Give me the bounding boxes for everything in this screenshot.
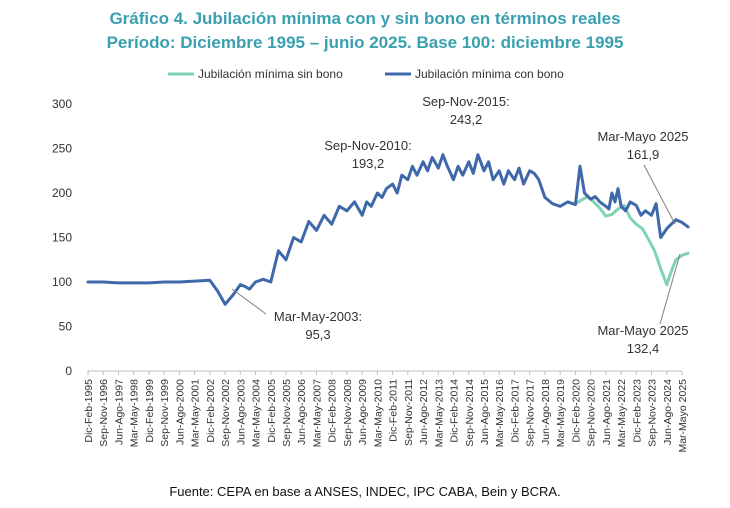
chart-subtitle: Período: Diciembre 1995 – junio 2025. Ba… (106, 33, 624, 52)
x-tick-label: Jun-Ago-2021 (601, 379, 613, 445)
x-tick-label: Dic-Feb-2014 (449, 379, 461, 443)
x-tick-label: Mar-May-2013 (433, 379, 445, 447)
y-tick-label: 0 (65, 364, 72, 378)
x-tick-label: Dic-Feb-2020 (570, 379, 582, 443)
x-tick-label: Dic-Feb-2011 (388, 379, 400, 442)
x-tick-label: Jun-Ago-1997 (113, 379, 125, 445)
x-tick-label: Jun-Ago-2018 (540, 379, 552, 445)
annotation-label: Mar-Mayo 2025 (597, 129, 688, 144)
y-tick-label: 200 (52, 186, 72, 200)
x-tick-label: Dic-Feb-2008 (327, 379, 339, 443)
x-tick-label: Sep-Nov-2014 (464, 379, 476, 447)
y-axis: 0 50 100 150 200 250 300 (52, 97, 72, 378)
series-line-sin-bono (573, 195, 690, 287)
annotation-leader (231, 288, 267, 315)
x-tick-label: Sep-Nov-2020 (586, 379, 598, 447)
x-tick-label: Mar-May-2007 (311, 379, 323, 447)
x-tick-label: Mar-Mayo 2025 (677, 379, 689, 453)
x-tick-label: Jun-Ago-2003 (235, 379, 247, 445)
x-tick-label: Sep-Nov-2008 (342, 379, 354, 447)
x-tick-label: Mar-May-2019 (555, 379, 567, 447)
y-tick-label: 50 (59, 320, 73, 334)
x-tick-label: Mar-May-2016 (494, 379, 506, 447)
annotations: Sep-Nov-2010: 193,2 Sep-Nov-2015: 243,2 Mar-… (231, 94, 689, 356)
x-tick-label: Jun-Ago-2006 (296, 379, 308, 445)
x-tick-label: Sep-Nov-2002 (220, 379, 232, 447)
legend-label: Jubilación mínima con bono (415, 67, 564, 81)
x-tick-label: Sep-Nov-2023 (647, 379, 659, 447)
x-tick-label: Dic-Feb-1999 (144, 379, 156, 443)
x-tick-label: Dic-Feb-2017 (509, 379, 521, 443)
y-tick-label: 300 (52, 97, 72, 111)
legend: Jubilación mínima sin bono Jubilación mín… (168, 67, 564, 81)
x-tick-label: Jun-Ago-2000 (174, 379, 186, 445)
x-tick-label: Mar-May-1998 (129, 379, 141, 447)
annotation-leader (659, 253, 681, 325)
x-tick-label: Jun-Ago-2024 (662, 379, 674, 445)
x-tick-label: Mar-May-2022 (616, 379, 628, 447)
x-tick-label: Dic-Feb-2023 (631, 379, 643, 443)
annotation-label: Mar-Mayo 2025 (597, 323, 688, 338)
x-tick-label: Sep-Nov-1996 (98, 379, 110, 447)
x-tick-label: Mar-May-2004 (251, 379, 263, 447)
series-lines (86, 153, 690, 306)
annotation-value: 193,2 (352, 156, 385, 171)
annotation-value: 132,4 (627, 341, 660, 356)
annotation-label: Sep-Nov-2010: (324, 138, 411, 153)
series-line-con-bono (86, 153, 690, 306)
x-tick-label: Sep-Nov-1999 (159, 379, 171, 447)
source-note: Fuente: CEPA en base a ANSES, INDEC, IPC… (169, 484, 561, 499)
annotation-value: 161,9 (627, 147, 660, 162)
annotation-value: 95,3 (305, 327, 330, 342)
annotation-value: 243,2 (450, 112, 483, 127)
y-tick-label: 250 (52, 142, 72, 156)
y-tick-label: 150 (52, 231, 72, 245)
x-tick-label: Dic-Feb-2005 (266, 379, 278, 443)
x-tick-label: Mar-May-2001 (190, 379, 202, 447)
x-tick-label: Sep-Nov-2017 (525, 379, 537, 447)
annotation-label: Sep-Nov-2015: (422, 94, 509, 109)
x-tick-label: Dic-Feb-2002 (205, 379, 217, 443)
x-axis: Dic-Feb-1995 Sep-Nov-1996 Jun-Ago-1997 Mar-… (83, 370, 689, 453)
chart-title: Gráfico 4. Jubilación mínima con y sin b… (109, 9, 621, 28)
annotation-leader (643, 164, 676, 225)
x-tick-label: Sep-Nov-2011 (403, 379, 415, 446)
x-tick-label: Mar-May-2010 (372, 379, 384, 447)
y-tick-label: 100 (52, 275, 72, 289)
legend-label: Jubilación mínima sin bono (198, 67, 343, 81)
x-tick-label: Jun-Ago-2015 (479, 379, 491, 445)
x-tick-label: Dic-Feb-1995 (83, 379, 95, 443)
x-tick-label: Sep-Nov-2005 (281, 379, 293, 447)
x-tick-label: Jun-Ago-2009 (357, 379, 369, 445)
x-tick-label: Jun-Ago-2012 (418, 379, 430, 445)
annotation-label: Mar-May-2003: (274, 309, 362, 324)
